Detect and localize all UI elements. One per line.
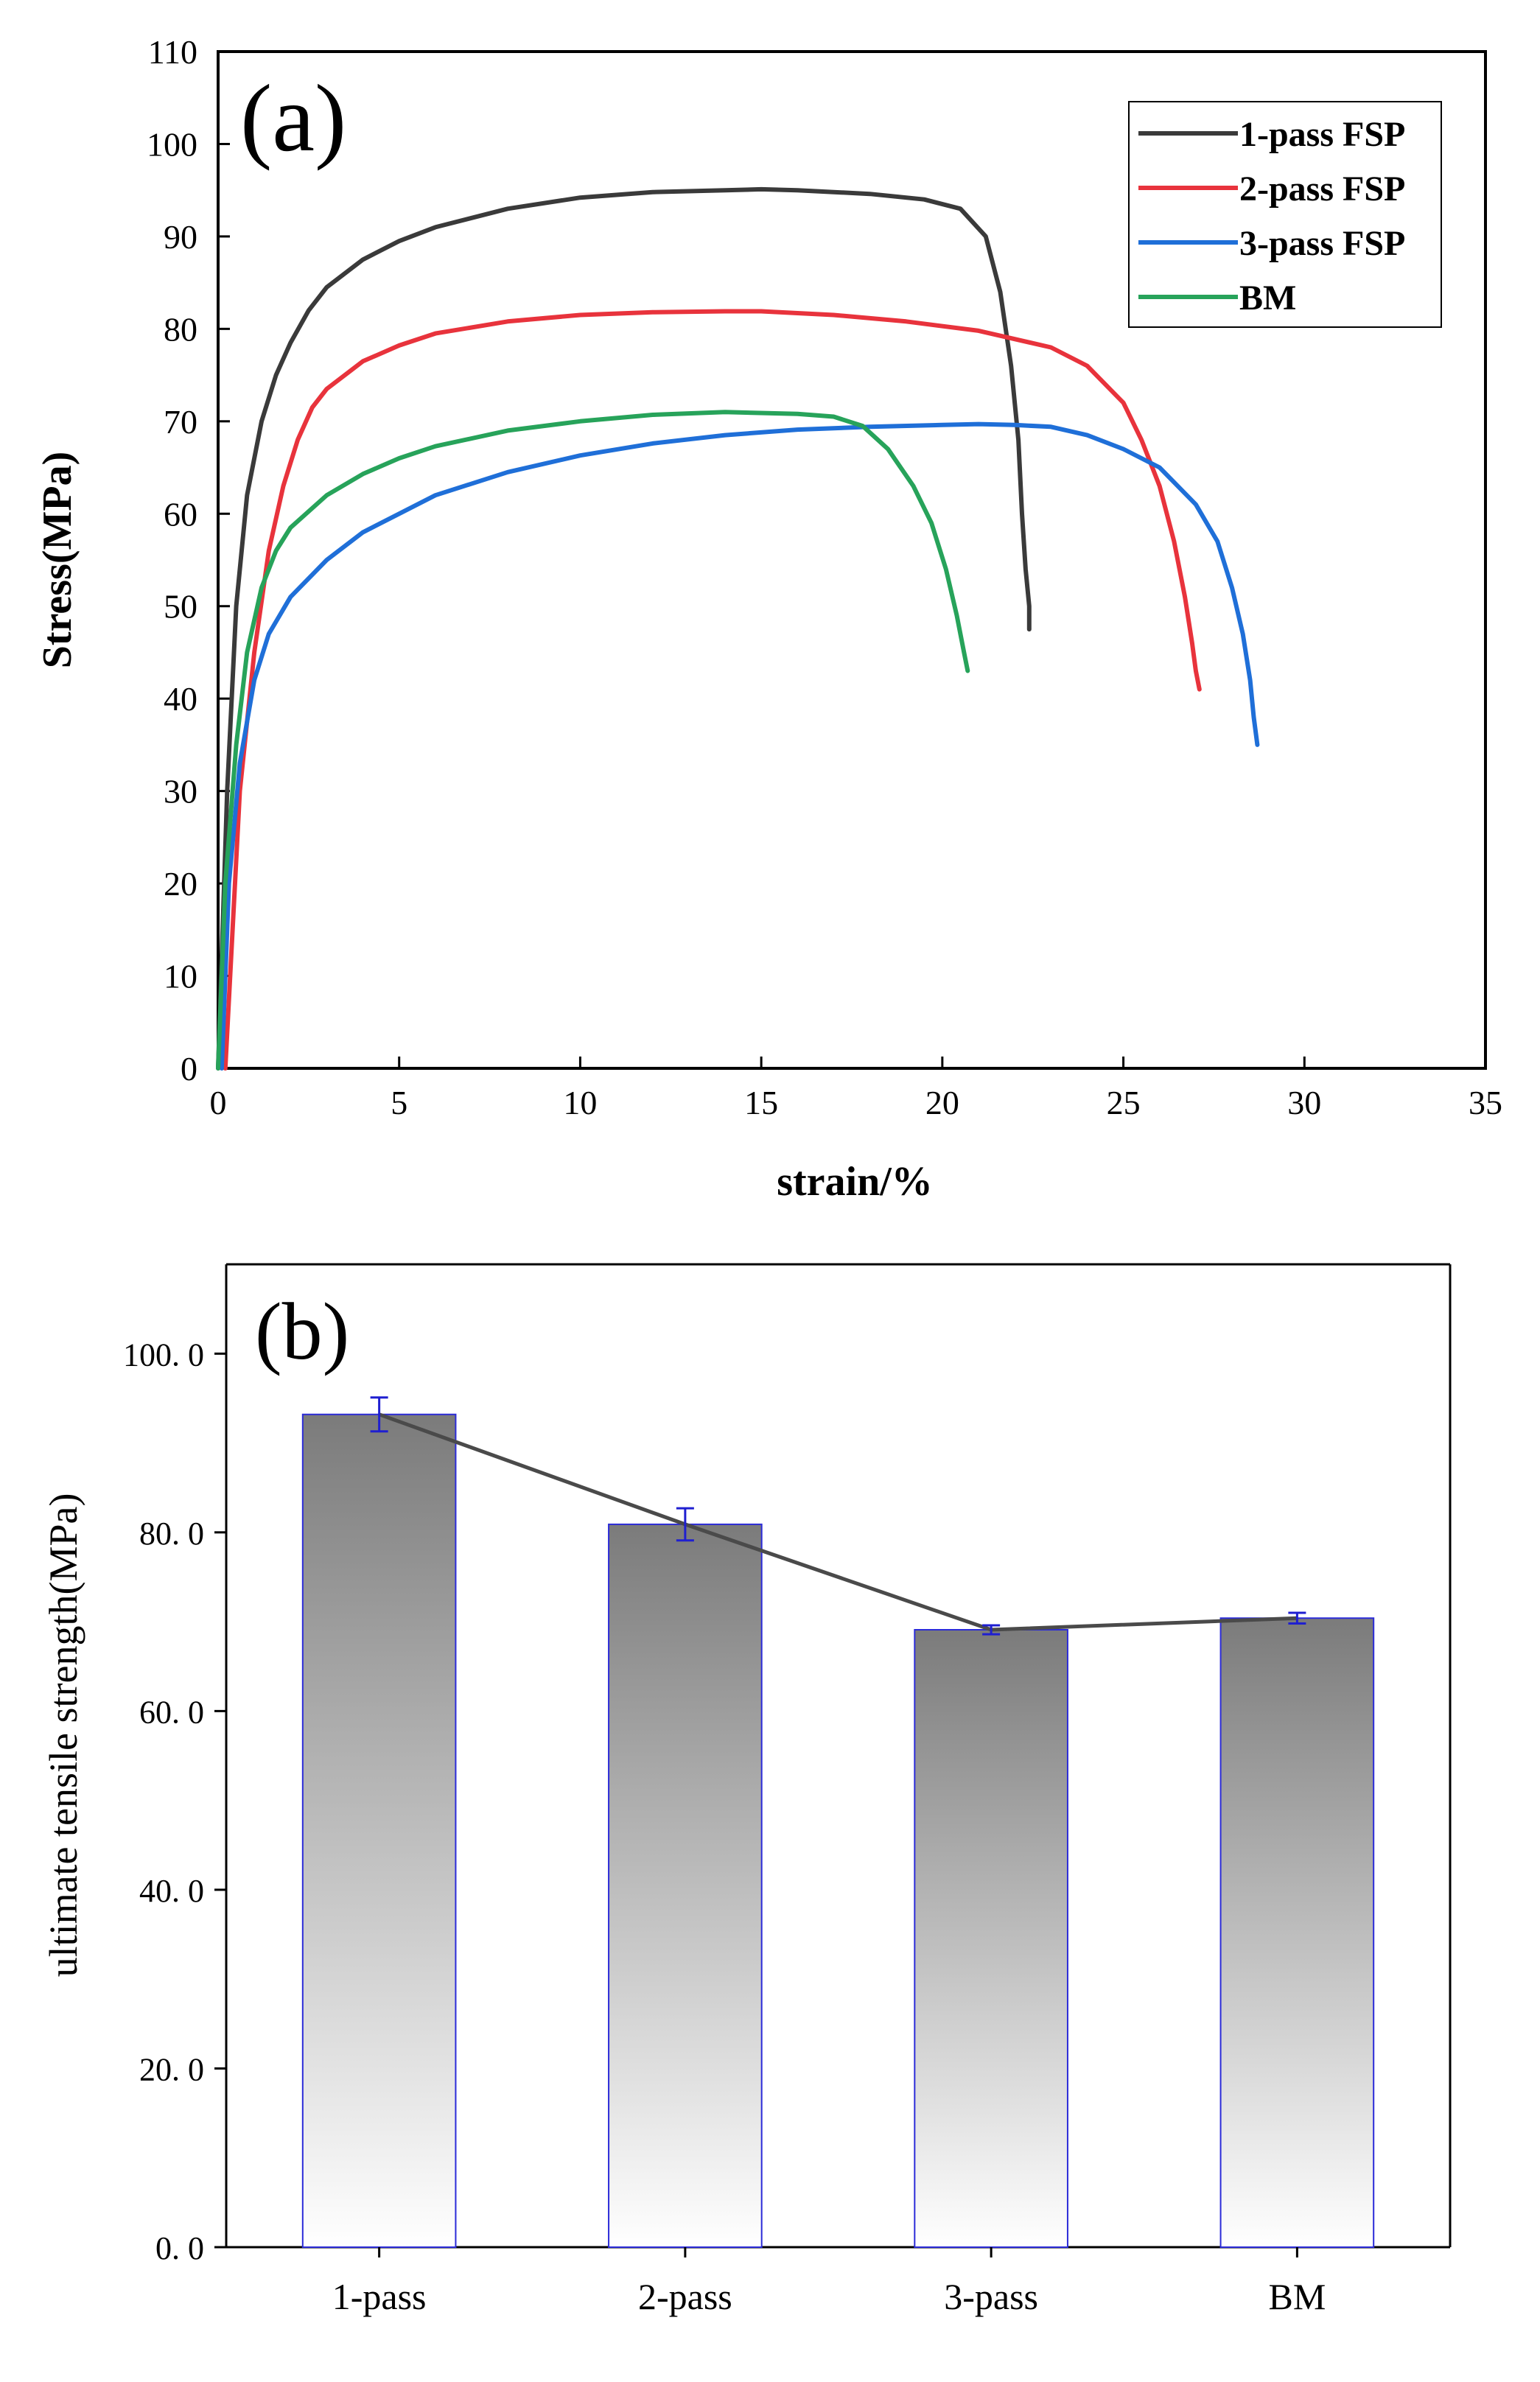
y-tick-label: 90: [164, 218, 197, 256]
chart-b-y-label: ultimate tensile strength(MPa): [41, 1493, 85, 1978]
x-tick-label: 20: [925, 1084, 959, 1121]
y-tick-label: 40. 0: [139, 1873, 204, 1909]
bar-2-pass: [608, 1523, 763, 2248]
y-tick-label: 50: [164, 588, 197, 626]
y-tick-label: 0: [181, 1050, 197, 1087]
chart-a-y-axis: 0 10 20 30 40 50 60 70 80 90 100 110: [147, 33, 230, 1087]
x-tick-label: 35: [1469, 1084, 1502, 1121]
chart-b-x-axis: 1-pass 2-pass 3-pass BM: [332, 2247, 1326, 2317]
y-tick-label: 0. 0: [155, 2230, 204, 2266]
y-tick-label: 100: [147, 125, 197, 163]
series-line-1-pass-fsp: [216, 186, 1032, 1071]
chart-b: 0. 0 20. 0 40. 0 60. 0 80. 0 100. 0 1-pass 2-p…: [41, 1263, 1452, 2317]
chart-a-frame: [217, 50, 1487, 1070]
y-tick-label: 80. 0: [139, 1516, 204, 1552]
chart-a-x-axis: 0 5 10 15 20 25 30 35: [210, 1057, 1502, 1121]
chart-b-error-bars: [370, 1396, 1306, 1636]
legend-entry-1-pass: 1-pass FSP: [1138, 115, 1405, 154]
chart-a-series: [216, 186, 1260, 1071]
chart-b-bars: [301, 1413, 1375, 2248]
chart-b-y-axis: 0. 0 20. 0 40. 0 60. 0 80. 0 100. 0: [123, 1337, 226, 2266]
y-tick-label: 110: [148, 33, 197, 71]
chart-a-x-label: strain/%: [777, 1159, 933, 1205]
bar-1-pass: [301, 1413, 457, 2248]
x-tick-label: 0: [210, 1084, 227, 1121]
chart-a-legend-box: [1128, 101, 1442, 328]
legend-entry-3-pass: 3-pass FSP: [1138, 224, 1405, 263]
y-tick-label: 20: [164, 865, 197, 903]
y-tick-label: 60. 0: [139, 1694, 204, 1730]
legend-entry-bm: BM: [1138, 279, 1296, 318]
y-tick-label: 10: [164, 958, 197, 995]
series-line-bm: [216, 410, 970, 1071]
x-tick-label: 1-pass: [332, 2276, 427, 2317]
chart-b-panel-label: (b): [255, 1286, 349, 1376]
x-tick-label: 3-pass: [944, 2276, 1038, 2317]
legend-label-3-pass: 3-pass FSP: [1239, 224, 1405, 263]
y-tick-label: 20. 0: [139, 2051, 204, 2087]
x-tick-label: BM: [1268, 2276, 1326, 2317]
bar-3-pass: [914, 1629, 1068, 2248]
bar-bm: [1219, 1617, 1375, 2248]
y-tick-label: 100. 0: [123, 1337, 204, 1373]
chart-a-panel-label: (a): [240, 66, 346, 172]
chart-a: 0 5 10 15 20 25 30 35 0 10 20 30 40 50 60 70 80 90 100 110…: [35, 33, 1502, 1205]
legend-label-bm: BM: [1239, 279, 1296, 318]
y-tick-label: 40: [164, 680, 197, 718]
chart-b-trend: [378, 1412, 1298, 1632]
x-tick-label: 10: [563, 1084, 597, 1121]
chart-a-legend: 1-pass FSP 2-pass FSP 3-pass FSP BM: [1128, 101, 1442, 328]
x-tick-label: 5: [391, 1084, 407, 1121]
series-line-2-pass-fsp: [223, 309, 1202, 1071]
series-line-3-pass-fsp: [219, 421, 1260, 1071]
legend-label-2-pass: 2-pass FSP: [1239, 169, 1405, 209]
legend-label-1-pass: 1-pass FSP: [1239, 115, 1405, 154]
y-tick-label: 60: [164, 495, 197, 533]
y-tick-label: 80: [164, 310, 197, 348]
x-tick-label: 2-pass: [638, 2276, 732, 2317]
x-tick-label: 15: [744, 1084, 778, 1121]
y-tick-label: 70: [164, 403, 197, 441]
chart-a-y-label: Stress(MPa): [35, 452, 80, 668]
x-tick-label: 25: [1107, 1084, 1141, 1121]
x-tick-label: 30: [1287, 1084, 1321, 1121]
y-tick-label: 30: [164, 773, 197, 810]
legend-entry-2-pass: 2-pass FSP: [1138, 169, 1405, 209]
trend-line: [378, 1412, 1298, 1632]
